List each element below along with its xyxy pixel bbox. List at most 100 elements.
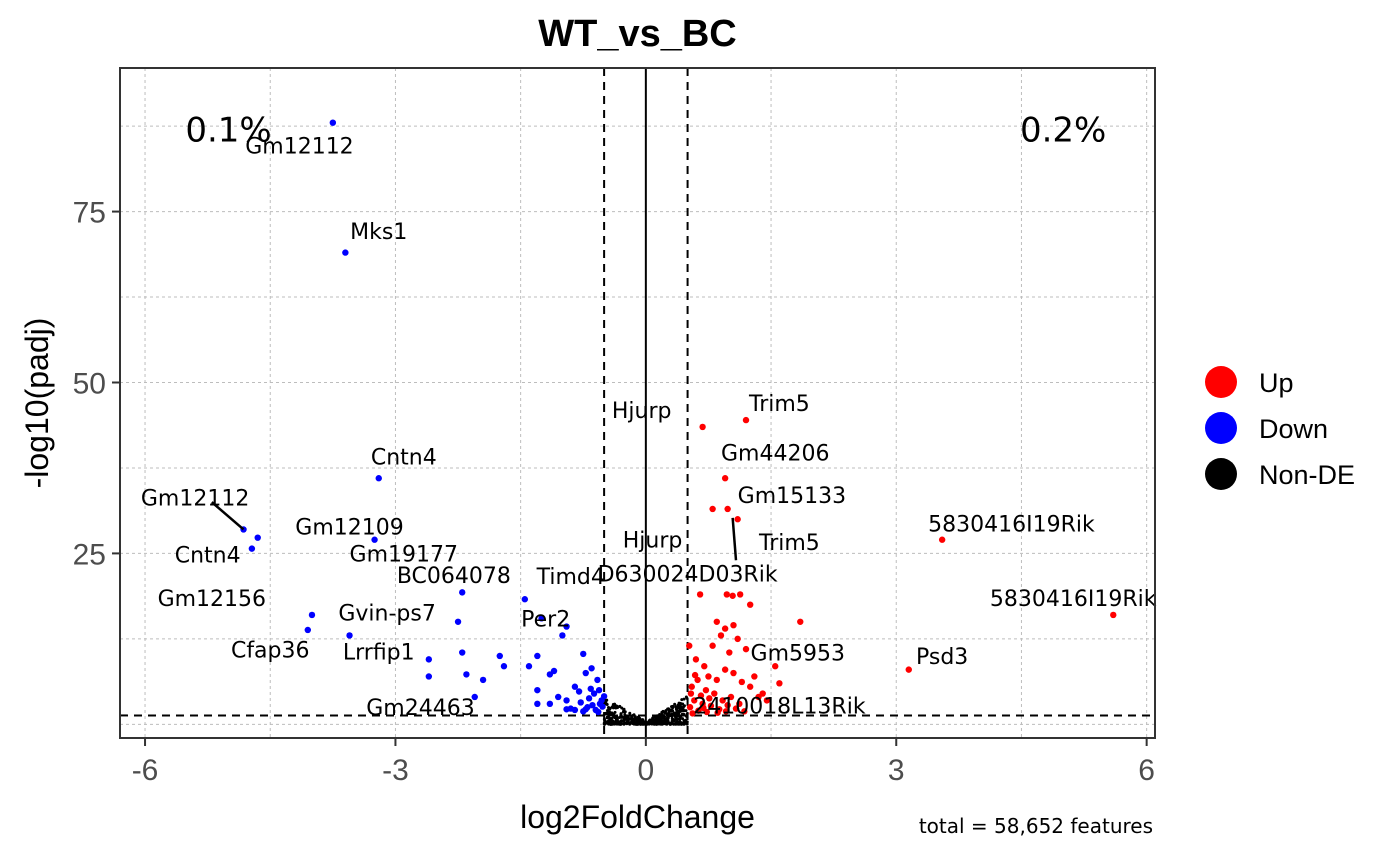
point-non-de	[685, 712, 689, 716]
point-up	[722, 708, 730, 715]
point-non-de	[647, 722, 651, 726]
point-non-de	[671, 704, 675, 708]
point-non-de	[635, 719, 639, 723]
point-up	[700, 704, 707, 712]
point-non-de	[651, 716, 655, 720]
point-non-de	[679, 708, 683, 712]
gene-label: Cfap36	[231, 638, 310, 663]
point-down	[559, 632, 566, 639]
point-down	[329, 119, 337, 126]
point-up	[741, 708, 748, 715]
axes: -6 -3 0 3 6 25 50 75	[73, 197, 1155, 787]
point-non-de	[602, 713, 606, 717]
legend-label: Down	[1259, 414, 1328, 444]
point-down	[534, 700, 541, 708]
point-up	[938, 536, 946, 543]
point-up	[691, 697, 698, 704]
point-non-de	[681, 707, 685, 711]
point-down	[459, 649, 466, 656]
gene-label: Trim5	[758, 531, 820, 556]
point-non-de	[648, 720, 652, 724]
plot-panel-border	[119, 67, 1156, 739]
point-non-de	[664, 722, 668, 726]
point-up	[695, 707, 702, 714]
point-non-de	[620, 719, 624, 723]
point-non-de	[607, 706, 611, 710]
point-non-de	[656, 721, 660, 725]
point-up	[701, 663, 708, 670]
point-up	[702, 686, 710, 694]
point-down	[521, 596, 529, 603]
point-down	[375, 475, 382, 482]
y-axis-title: -log10(padj)	[19, 318, 55, 489]
point-non-de	[605, 716, 609, 720]
gene-label: Gm12112	[141, 487, 249, 512]
point-up	[734, 516, 741, 523]
point-non-de	[663, 715, 667, 719]
legend: Up Down Non-DE	[1205, 366, 1355, 490]
point-up	[689, 710, 696, 717]
point-non-de	[682, 697, 686, 701]
point-non-de	[640, 718, 644, 722]
point-down	[555, 693, 562, 701]
point-up	[717, 632, 725, 639]
point-non-de	[620, 706, 624, 710]
gene-label: D630024D03Rik	[598, 562, 778, 587]
point-up	[727, 693, 735, 701]
point-up	[709, 505, 716, 513]
point-down	[425, 673, 433, 680]
point-up	[763, 697, 771, 704]
legend-label: Non-DE	[1259, 460, 1355, 490]
gene-label: 5830416I19Rik	[990, 587, 1157, 612]
point-non-de	[636, 715, 640, 719]
gene-label: Gm12109	[295, 515, 403, 540]
x-axis-title: log2FoldChange	[520, 799, 755, 835]
percent-annotation: 0.1%	[185, 111, 271, 151]
gene-label: Hjurp	[623, 528, 683, 553]
point-up	[776, 680, 783, 687]
point-non-de	[675, 710, 679, 714]
point-up	[687, 690, 695, 697]
point-up	[732, 705, 740, 712]
point-non-de	[612, 715, 616, 719]
point-up	[686, 642, 693, 649]
point-up	[736, 700, 743, 708]
point-down	[425, 656, 433, 663]
point-up	[721, 475, 729, 482]
x-tick-label: -6	[132, 754, 159, 787]
gene-label: Cntn4	[175, 543, 241, 568]
point-down	[589, 701, 596, 709]
point-up	[738, 678, 746, 686]
point-up	[723, 591, 731, 598]
point-non-de	[658, 714, 662, 718]
point-non-de	[605, 711, 609, 715]
legend-label: Up	[1259, 368, 1294, 398]
point-non-de	[658, 717, 662, 721]
point-up	[709, 642, 716, 649]
point-up	[742, 416, 750, 424]
point-down	[479, 676, 487, 684]
point-up	[797, 618, 804, 625]
point-non-de	[663, 717, 667, 721]
gene-label: Trim5	[748, 392, 810, 417]
point-non-de	[640, 721, 644, 725]
point-non-de	[633, 722, 637, 726]
point-up	[730, 669, 737, 677]
point-down	[563, 623, 570, 630]
point-down	[575, 688, 583, 695]
threshold-lines	[120, 68, 1155, 738]
point-down	[304, 626, 312, 634]
point-non-de	[673, 702, 677, 706]
point-non-de	[678, 704, 682, 708]
point-non-de	[679, 714, 683, 718]
point-down	[563, 706, 570, 713]
point-down	[587, 685, 594, 692]
point-non-de	[622, 707, 626, 711]
point-non-de	[602, 717, 606, 721]
point-up	[734, 635, 741, 643]
gene-label: Mks1	[350, 220, 407, 245]
point-up	[707, 702, 715, 710]
point-down	[500, 663, 508, 670]
gene-label: Gm5953	[751, 642, 845, 667]
gene-label: Gm12112	[245, 134, 353, 159]
